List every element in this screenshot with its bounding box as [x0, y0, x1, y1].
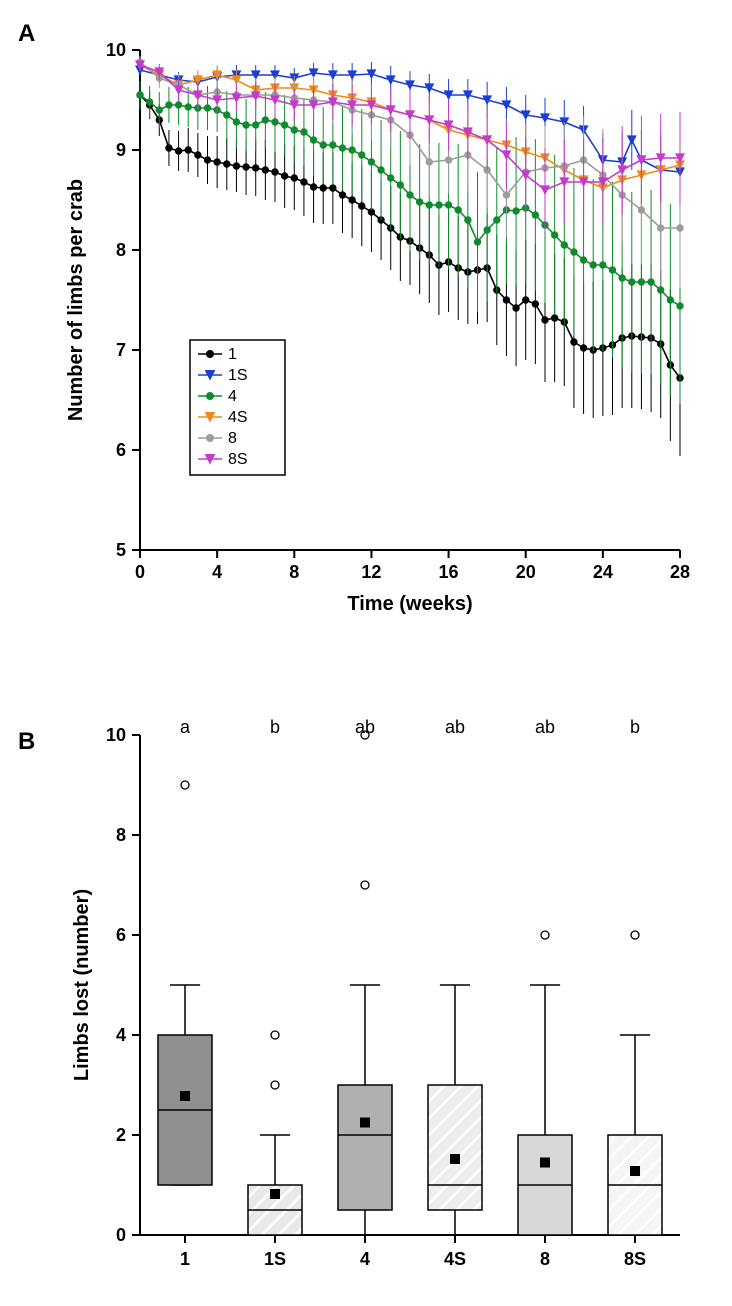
panel-b-chart: 0 2 4 6 8 10 Limbs lost (number) 1 a 1S b 4 ab 4S ab 8 a…	[60, 705, 700, 1285]
y-axis-label: Limbs lost (number)	[71, 889, 93, 1081]
legend-label: 8S	[228, 451, 248, 468]
panel-a-label: A	[18, 20, 35, 48]
y-tick-label: 8	[116, 825, 126, 845]
significance-label: ab	[355, 717, 375, 737]
boxplot-4S	[428, 985, 482, 1235]
x-tick-label: 1	[180, 1249, 190, 1269]
mean-marker	[270, 1189, 280, 1199]
y-tick-label: 6	[116, 440, 126, 460]
legend-label: 8	[228, 430, 237, 447]
outlier-marker	[631, 931, 639, 939]
significance-label: a	[180, 717, 191, 737]
significance-label: b	[270, 717, 280, 737]
significance-label: ab	[535, 717, 555, 737]
y-tick-label: 2	[116, 1125, 126, 1145]
panel-a-chart: 0 4 8 12 16 20 24 28 5 6 7 8 9 10 Time (weeks) Number o…	[60, 40, 700, 640]
y-tick-label: 9	[116, 140, 126, 160]
y-tick-label: 0	[116, 1225, 126, 1245]
significance-label: b	[630, 717, 640, 737]
x-tick-label: 16	[439, 562, 459, 582]
y-tick-label: 8	[116, 240, 126, 260]
outlier-marker	[541, 931, 549, 939]
y-axis-label: Number of limbs per crab	[65, 179, 87, 421]
legend-label: 1	[228, 346, 237, 363]
y-tick-label: 7	[116, 340, 126, 360]
x-tick-label: 0	[135, 562, 145, 582]
legend: 1 1S 4 4S 8 8S	[190, 340, 285, 475]
legend-label: 4	[228, 388, 237, 405]
y-tick-label: 10	[106, 40, 126, 60]
mean-marker	[360, 1118, 370, 1128]
x-tick-label: 20	[516, 562, 536, 582]
mean-marker	[540, 1158, 550, 1168]
x-tick-label: 28	[670, 562, 690, 582]
x-tick-label: 4	[212, 562, 222, 582]
y-tick-label: 6	[116, 925, 126, 945]
figure: A 04812162024285678910Time (weeks)Number…	[0, 0, 732, 1306]
x-axis-label: Time (weeks)	[347, 593, 472, 615]
x-tick-label: 8	[540, 1249, 550, 1269]
y-tick-label: 4	[116, 1025, 126, 1045]
mean-marker	[450, 1154, 460, 1164]
boxplot-8S	[608, 931, 662, 1235]
boxplot-1S	[248, 1031, 302, 1235]
boxplot-4	[338, 731, 392, 1235]
x-tick-label: 1S	[264, 1249, 286, 1269]
legend-label: 1S	[228, 367, 248, 384]
x-tick-label: 4	[360, 1249, 370, 1269]
significance-label: ab	[445, 717, 465, 737]
x-tick-label: 24	[593, 562, 613, 582]
mean-marker	[630, 1166, 640, 1176]
outlier-marker	[271, 1031, 279, 1039]
x-tick-label: 8S	[624, 1249, 646, 1269]
outlier-marker	[181, 781, 189, 789]
boxplot-8	[518, 931, 572, 1235]
legend-label: 4S	[228, 409, 248, 426]
outlier-marker	[271, 1081, 279, 1089]
outlier-marker	[361, 881, 369, 889]
mean-marker	[180, 1091, 190, 1101]
boxplot-1	[158, 781, 212, 1185]
y-tick-label: 10	[106, 725, 126, 745]
y-tick-label: 5	[116, 540, 126, 560]
x-tick-label: 8	[289, 562, 299, 582]
panel-b-label: B	[18, 728, 35, 756]
x-tick-label: 4S	[444, 1249, 466, 1269]
x-tick-label: 12	[361, 562, 381, 582]
